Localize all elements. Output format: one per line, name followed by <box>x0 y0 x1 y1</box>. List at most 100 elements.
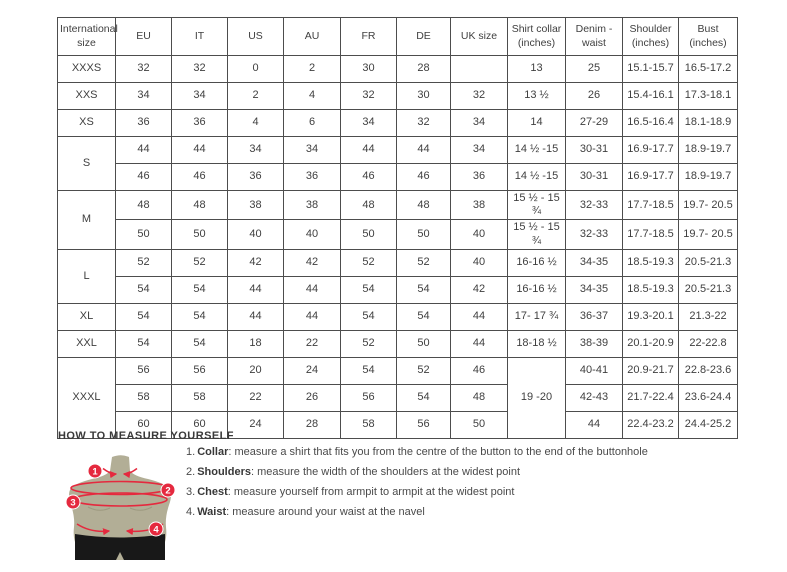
size-cell: 14 ½ -15 <box>507 136 566 164</box>
size-cell: 30 <box>396 82 451 110</box>
size-cell: 46 <box>115 163 172 191</box>
measure-steps: 1. Collar: measure a shirt that fits you … <box>186 446 766 526</box>
size-cell: 25 <box>565 55 623 83</box>
size-cell: 36 <box>450 163 508 191</box>
size-cell: 44 <box>227 302 284 331</box>
size-cell: 17- 17 ¾ <box>507 302 566 331</box>
table-row: 58 58 22 26 56 54 48 42-43 21.7-22.4 23.6-24.4 <box>58 383 738 412</box>
collar-measure-line <box>102 467 118 479</box>
size-cell: 46 <box>450 356 508 385</box>
size-cell: 22.8-23.6 <box>678 356 738 385</box>
size-cell: 20.5-21.3 <box>678 275 738 304</box>
column-header: AU <box>283 17 341 56</box>
table-row: XS 36 36 4 6 34 32 34 14 27-29 16.5-16.4 18.1-18.9 <box>57 109 738 137</box>
size-cell: 40-41 <box>565 356 623 385</box>
size-cell: 19 -20 <box>507 356 566 439</box>
size-cell: 0 <box>227 55 284 83</box>
size-cell: 36 <box>115 109 172 137</box>
step-label: Shoulders <box>197 466 251 478</box>
size-cell: 16-16 ½ <box>507 275 566 304</box>
size-cell: 42 <box>227 248 284 277</box>
size-cell: 52 <box>340 329 397 358</box>
size-cell: 34 <box>227 136 284 164</box>
size-cell: 4 <box>227 109 284 137</box>
size-cell: 50 <box>396 219 451 250</box>
badge-3: 3 <box>65 494 81 510</box>
size-cell: 54 <box>396 275 451 304</box>
size-cell: M <box>57 190 116 250</box>
size-cell: 21.7-22.4 <box>622 383 679 412</box>
size-cell: 30 <box>340 55 397 83</box>
size-cell: 34-35 <box>565 248 623 277</box>
step-text: : measure yourself from armpit to armpit… <box>227 486 515 498</box>
size-cell: 18.1-18.9 <box>678 109 738 137</box>
size-cell: 22 <box>227 383 284 412</box>
column-header: Denim - waist <box>565 17 623 56</box>
size-cell: S <box>57 136 116 191</box>
step-text: : measure a shirt that fits you from the… <box>228 446 648 458</box>
table-row: 46 46 36 36 46 46 36 14 ½ -15 30-31 16.9-17.7 18.9… <box>58 163 738 191</box>
size-cell: 16.5-16.4 <box>622 109 679 137</box>
size-cell: 52 <box>396 356 451 385</box>
svg-text:2: 2 <box>165 486 170 497</box>
size-cell: 38 <box>283 189 341 221</box>
measure-step: 2. Shoulders: measure the width of the sh… <box>186 466 766 479</box>
size-cell: 48 <box>396 189 451 221</box>
size-cell: 36 <box>227 163 284 191</box>
size-cell: 34-35 <box>565 275 623 304</box>
size-cell: 52 <box>115 248 172 277</box>
size-cell: 44 <box>115 136 172 164</box>
size-cell: 50 <box>450 410 508 439</box>
size-cell: 34 <box>171 82 228 110</box>
size-cell: XXS <box>57 82 116 110</box>
size-cell: 14 <box>507 109 566 137</box>
step-number: 1. <box>186 446 196 458</box>
size-cell: 36-37 <box>565 302 623 331</box>
svg-text:4: 4 <box>153 525 159 536</box>
size-cell: 56 <box>115 356 172 385</box>
size-cell: 54 <box>115 329 172 358</box>
size-cell: 42-43 <box>565 383 623 412</box>
waist-measure-line <box>76 523 111 536</box>
size-cell: 32 <box>396 109 451 137</box>
size-cell: 48 <box>340 189 397 221</box>
collar-measure-line <box>122 467 138 479</box>
column-header: IT <box>171 17 228 56</box>
size-cell: 24 <box>283 356 341 385</box>
size-cell: 32 <box>450 82 508 110</box>
size-cell: 34 <box>283 136 341 164</box>
size-cell: 16.9-17.7 <box>622 136 679 164</box>
column-header: Shirt collar (inches) <box>507 17 566 56</box>
size-cell: 22-22.8 <box>678 329 738 358</box>
size-cell: 58 <box>171 383 228 412</box>
size-cell: 46 <box>340 163 397 191</box>
column-header: DE <box>396 17 451 56</box>
svg-text:1: 1 <box>92 467 98 478</box>
size-cell: 32-33 <box>565 189 623 221</box>
size-cell: 60 <box>115 410 172 439</box>
size-cell: 26 <box>565 82 623 110</box>
size-cell: 19.7- 20.5 <box>678 189 738 221</box>
size-cell: 17.7-18.5 <box>622 189 679 221</box>
size-cell: 54 <box>340 275 397 304</box>
step-text: : measure the width of the shoulders at … <box>250 466 521 478</box>
size-cell: 34 <box>450 109 508 137</box>
table-row: L 52 52 42 42 52 52 40 16-16 ½ 34-35 18.5-19.3 20.5… <box>57 248 738 304</box>
size-cell: 44 <box>396 136 451 164</box>
size-cell: 32-33 <box>565 219 623 250</box>
size-cell <box>450 55 508 83</box>
size-cell: 54 <box>340 356 397 385</box>
size-cell: 18 <box>227 329 284 358</box>
step-label: Waist <box>197 506 227 518</box>
shorts-shape <box>75 534 165 560</box>
size-cell: 54 <box>115 275 172 304</box>
size-cell: 44 <box>227 275 284 304</box>
size-cell: 56 <box>171 356 228 385</box>
size-cell: 13 ½ <box>507 82 566 110</box>
size-cell: 48 <box>171 189 228 221</box>
size-cell: 50 <box>115 219 172 250</box>
size-cell: 18-18 ½ <box>507 329 566 358</box>
size-cell: 54 <box>396 383 451 412</box>
table-row: M 48 48 38 38 48 48 38 15 ½ - 15 ¾ 32-33 17.7-18.5… <box>57 189 738 250</box>
